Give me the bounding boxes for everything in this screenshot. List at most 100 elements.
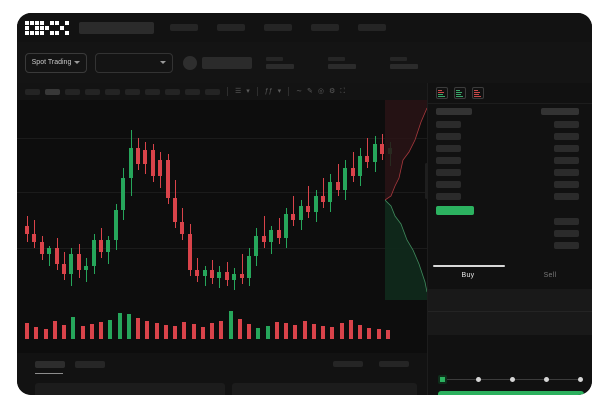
candle-body (76, 254, 81, 270)
volume-bar (173, 326, 177, 339)
timeframe-button-4[interactable] (85, 88, 100, 95)
app-screen: Spot Trading (17, 13, 592, 395)
bid-row[interactable] (554, 133, 579, 140)
slider-stop-75[interactable] (544, 377, 549, 382)
bid-row[interactable] (554, 193, 579, 200)
bid-row[interactable] (554, 242, 579, 249)
nav-item-2[interactable] (217, 24, 245, 31)
bottom-tab-1[interactable] (35, 361, 65, 368)
trading-mode-label: Spot Trading (31, 59, 72, 66)
slider-stop-50[interactable] (510, 377, 515, 382)
trading-mode-selector[interactable]: Spot Trading (25, 52, 87, 73)
orderbook-asks-icon[interactable] (472, 87, 484, 99)
ask-row[interactable] (436, 181, 461, 188)
slider-handle[interactable] (438, 375, 447, 384)
stat-value (266, 63, 294, 69)
order-price-field[interactable] (428, 289, 592, 312)
candle-body (121, 178, 126, 210)
ask-row[interactable] (436, 157, 461, 164)
nav-item-1[interactable] (170, 24, 198, 31)
ask-row[interactable] (436, 169, 461, 176)
chevron-down-icon[interactable]: ▾ (246, 88, 250, 95)
candle-body (210, 270, 214, 278)
candle-wick (263, 216, 265, 248)
bottom-tab-2[interactable] (75, 361, 105, 368)
volume-bar (136, 318, 140, 339)
timeframe-button-2[interactable] (45, 88, 60, 95)
nav-item-5[interactable] (358, 24, 386, 31)
bid-row[interactable] (554, 169, 579, 176)
nav-item-4[interactable] (311, 24, 339, 31)
bottom-action-2[interactable] (379, 361, 409, 367)
order-amount-field[interactable] (428, 312, 592, 335)
candle-wick (308, 186, 310, 218)
panel-resize-handle[interactable] (425, 163, 428, 199)
candle-body (239, 274, 244, 278)
timeframe-button-9[interactable] (185, 88, 200, 95)
candle-wick (337, 164, 339, 196)
orderbook-both-icon[interactable] (436, 87, 448, 99)
slider-stop-25[interactable] (476, 377, 481, 382)
candle-body (284, 214, 288, 238)
bid-row[interactable] (554, 121, 579, 128)
mid-price-highlight (436, 206, 474, 215)
bid-row[interactable] (554, 230, 579, 237)
okx-logo[interactable] (25, 20, 69, 35)
price-chart[interactable] (17, 100, 427, 353)
chart-gridline (17, 192, 427, 193)
slider-stop-100[interactable] (578, 377, 583, 382)
timeframe-button-8[interactable] (165, 88, 180, 95)
candle-body (62, 264, 66, 274)
draw-pencil-icon[interactable]: ✎ (306, 88, 313, 95)
bid-row[interactable] (554, 157, 579, 164)
timeframe-button-7[interactable] (145, 88, 160, 95)
bottom-action-1[interactable] (333, 361, 363, 367)
candle-body (195, 270, 200, 276)
timeframe-button-5[interactable] (105, 88, 120, 95)
candle-body (313, 196, 318, 212)
candle-body (365, 156, 370, 162)
volume-bar (154, 323, 159, 339)
search-input[interactable] (79, 21, 154, 34)
volume-bar (265, 326, 270, 339)
depth-chart-overlay (385, 100, 427, 300)
candle-body (54, 248, 59, 264)
volume-bar (293, 325, 298, 339)
chevron-down-icon[interactable]: ▾ (277, 88, 282, 95)
bid-row[interactable] (554, 181, 579, 188)
ask-row[interactable] (436, 133, 461, 140)
candlestick-type-icon[interactable]: ☰ (235, 88, 242, 95)
order-book[interactable] (428, 104, 592, 264)
device-bezel: Spot Trading (3, 3, 600, 402)
ask-row[interactable] (436, 193, 461, 200)
indicators-icon[interactable]: ƒƒ (264, 88, 273, 95)
bid-row[interactable] (554, 145, 579, 152)
candle-body (321, 196, 325, 202)
symbol-selector[interactable] (95, 52, 173, 73)
submit-buy-button[interactable] (438, 391, 584, 395)
timeframe-button-1[interactable] (25, 88, 40, 95)
ask-row[interactable] (436, 121, 461, 128)
tab-buy[interactable]: Buy (461, 272, 475, 279)
volume-bar (200, 327, 205, 339)
line-chart-icon[interactable]: ∼ (296, 88, 302, 95)
camera-icon[interactable]: ◎ (317, 88, 324, 95)
fullscreen-icon[interactable]: ⛶ (340, 88, 346, 95)
orderbook-bids-icon[interactable] (454, 87, 466, 99)
nav-item-3[interactable] (264, 24, 292, 31)
volume-bar (358, 325, 362, 339)
volume-bar (163, 325, 168, 339)
timeframe-button-10[interactable] (205, 88, 220, 95)
ask-row[interactable] (436, 145, 461, 152)
volume-bar (145, 321, 150, 339)
timeframe-button-6[interactable] (125, 88, 140, 95)
tab-sell[interactable]: Sell (543, 272, 557, 279)
amount-percentage-slider[interactable] (438, 375, 583, 385)
timeframe-button-3[interactable] (65, 88, 80, 95)
chevron-down-icon (74, 61, 81, 64)
settings-gear-icon[interactable]: ⚙ (328, 88, 336, 95)
candle-body (150, 150, 155, 176)
bid-row[interactable] (554, 218, 579, 225)
candle-body (350, 168, 355, 176)
